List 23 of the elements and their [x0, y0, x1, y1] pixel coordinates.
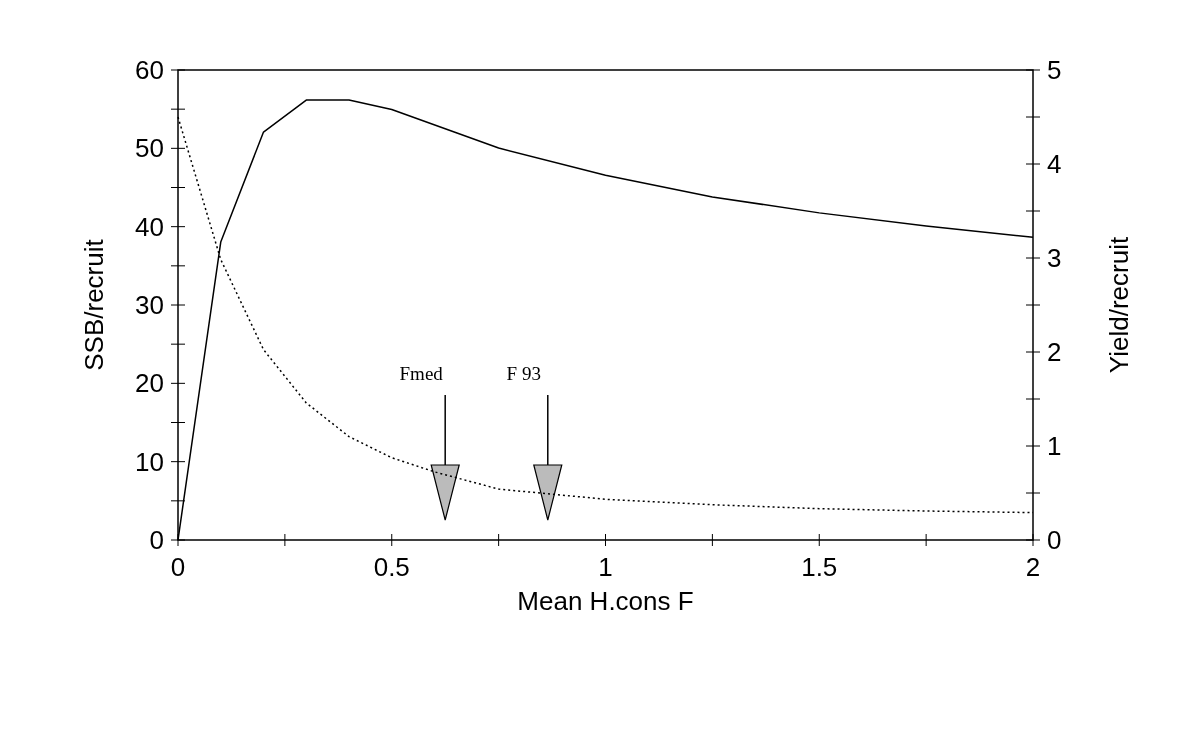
y-tick-label: 0	[149, 525, 164, 555]
y-tick-label: 60	[135, 55, 164, 85]
ref-line-label: F 93	[506, 363, 541, 384]
x-tick-label: 1	[598, 552, 613, 582]
y-tick-label: 30	[135, 290, 164, 320]
x-tick-label: 1.5	[801, 552, 838, 582]
y2-tick-label: 5	[1047, 55, 1062, 85]
x-tick-label: 2	[1025, 552, 1041, 582]
y-axis-title: SSB/recruit	[79, 238, 109, 371]
y2-tick-label: 3	[1047, 243, 1062, 273]
y-tick-label: 50	[135, 133, 164, 164]
y-tick-label: 10	[135, 446, 164, 477]
y2-tick-label: 0	[1047, 525, 1062, 555]
y2-tick-label: 1	[1047, 431, 1062, 461]
y2-tick-label: 2	[1047, 337, 1062, 367]
y-tick-label: 40	[135, 211, 164, 242]
ref-line-label: Fmed	[399, 363, 444, 384]
y-tick-label: 20	[135, 368, 164, 399]
x-axis-title: Mean H.cons F	[517, 586, 694, 616]
x-tick-label: 0.5	[373, 552, 410, 582]
y2-tick-label: 4	[1047, 149, 1062, 179]
y2-axis-title: Yield/recruit	[1104, 236, 1134, 374]
x-tick-label: 0	[170, 552, 186, 582]
